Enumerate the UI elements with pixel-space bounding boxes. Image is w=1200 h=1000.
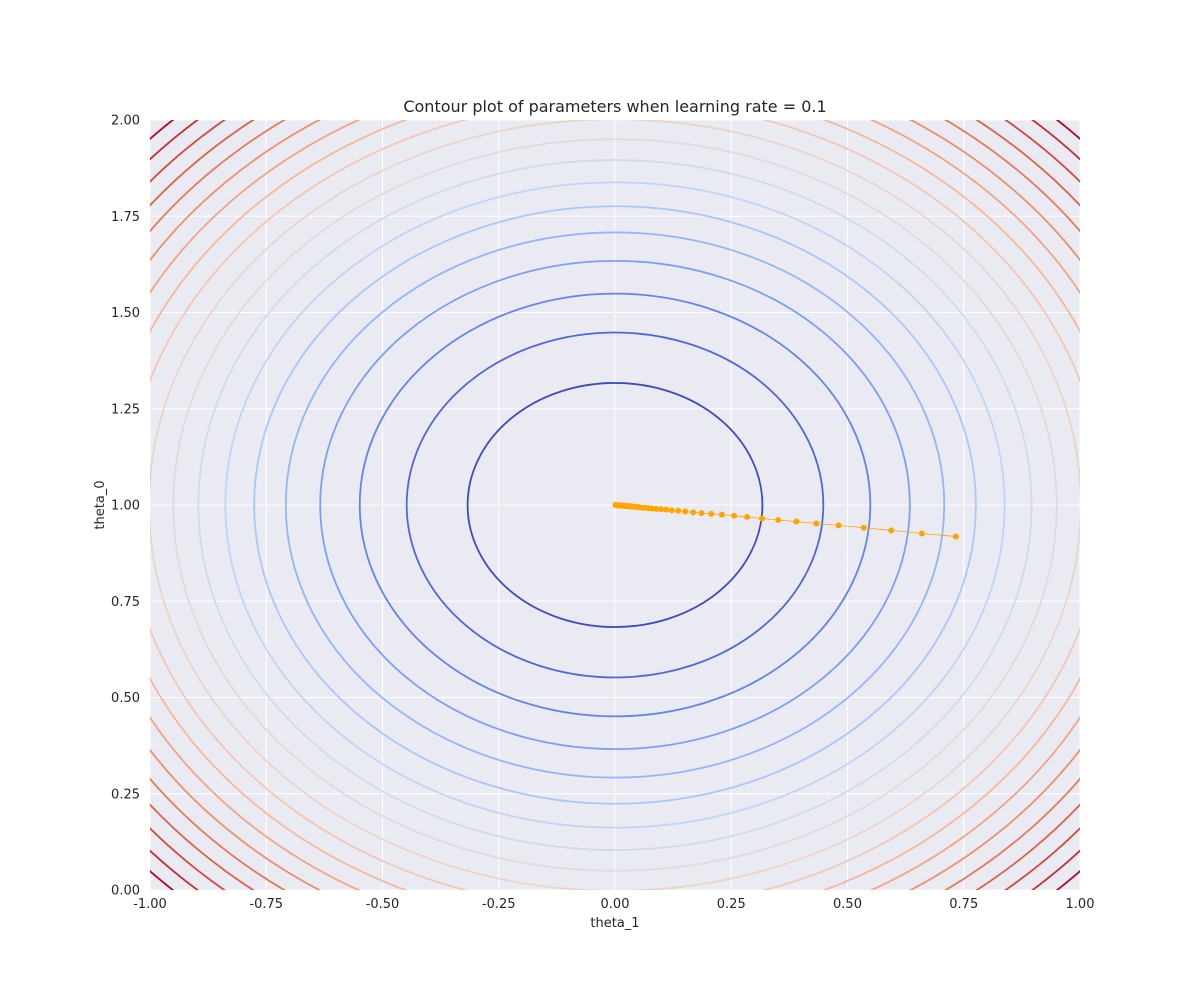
path-point-18	[663, 506, 670, 513]
x-tick-label: -0.25	[482, 897, 516, 912]
y-tick-label: 0.75	[111, 595, 140, 610]
path-point-11	[718, 511, 725, 518]
path-point-10	[731, 512, 738, 519]
y-tick-label: 0.50	[111, 691, 140, 706]
path-point-1	[918, 530, 925, 537]
path-point-7	[775, 517, 782, 524]
contour-level-3	[319, 260, 911, 750]
x-tick-label: -0.75	[249, 897, 283, 912]
x-tick-label: 1.00	[1066, 897, 1095, 912]
y-tick-label: 1.50	[111, 306, 140, 321]
y-tick-label: 1.75	[111, 210, 140, 225]
path-point-3	[860, 524, 867, 531]
y-axis-label: theta_0	[93, 480, 108, 529]
contour-level-5	[253, 205, 977, 805]
path-point-8	[758, 515, 765, 522]
contour-level-2	[358, 292, 872, 718]
path-point-16	[675, 507, 682, 514]
path-point-13	[698, 510, 705, 517]
contour-level-7	[197, 159, 1033, 851]
y-tick-label: 0.25	[111, 787, 140, 802]
path-point-17	[668, 507, 675, 514]
x-axis-label: theta_1	[590, 916, 639, 931]
x-axis-ticks: -1.00 -0.75 -0.50 -0.25 0.00 0.25 0.50 0.75 1.00	[133, 897, 1094, 912]
contour-level-1	[405, 331, 825, 679]
x-tick-label: 0.00	[601, 897, 630, 912]
path-point-12	[708, 510, 715, 517]
y-tick-label: 1.25	[111, 402, 140, 417]
contour-level-6	[224, 181, 1006, 829]
y-tick-label: 1.00	[111, 499, 140, 514]
contour-level-8	[172, 138, 1058, 872]
gradient-descent-path	[612, 502, 959, 540]
x-tick-label: 0.25	[717, 897, 746, 912]
path-point-2	[888, 527, 895, 534]
path-point-14	[690, 509, 697, 516]
contour-level-4	[284, 231, 946, 779]
path-point-15	[682, 508, 689, 515]
y-tick-label: 0.00	[111, 884, 140, 899]
path-point-6	[793, 518, 800, 525]
path-point-4	[835, 522, 842, 529]
path-point-9	[744, 513, 751, 520]
y-tick-label: 2.00	[111, 114, 140, 129]
contour-level-0	[466, 382, 764, 628]
x-tick-label: -1.00	[133, 897, 167, 912]
x-tick-label: 0.75	[949, 897, 978, 912]
y-axis-ticks: 0.00 0.25 0.50 0.75 1.00 1.25 1.50 1.75 2.00	[111, 114, 140, 899]
path-point-5	[813, 520, 820, 527]
path-point-19	[658, 506, 665, 513]
path-point-0	[952, 533, 959, 540]
x-tick-label: 0.50	[833, 897, 862, 912]
chart-title: Contour plot of parameters when learning…	[403, 97, 826, 116]
path-point-49	[612, 502, 619, 508]
x-tick-label: -0.50	[366, 897, 400, 912]
